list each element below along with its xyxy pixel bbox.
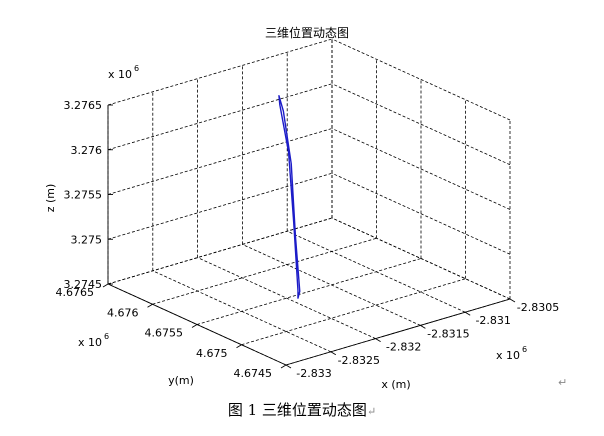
x-tick-label: -2.831 [475, 314, 510, 327]
y-tick-mark [102, 283, 109, 288]
chart-3d: 三维位置动态图 -2.833 -2.8325 -2.832 -2.8315 -2.831… [44, 25, 560, 391]
x-multiplier: x 10 [496, 349, 520, 362]
y-tick-label: 4.676 [107, 306, 139, 319]
x-tick-mark [330, 351, 337, 356]
x-tick-label: -2.8315 [427, 327, 469, 340]
x-tick-mark [375, 338, 381, 342]
y-tick-label: 4.6755 [145, 327, 184, 340]
y-tick-mark [236, 344, 242, 349]
data-series [278, 94, 301, 299]
grid-line-floor-y [241, 278, 466, 346]
grid-line-floor-x [197, 257, 376, 339]
z-tick-label: 3.2745 [64, 278, 103, 291]
y-tick-mark [191, 324, 198, 328]
grid-line-side-wall-z [107, 128, 333, 195]
grid-line-side-wall-z [107, 38, 333, 106]
x-axis-line [285, 298, 511, 366]
x-axis-label: x (m) [381, 378, 410, 391]
y-tick-label: 4.675 [196, 347, 228, 360]
series-line-0 [278, 94, 301, 299]
grid-line-side-wall-z [107, 172, 333, 240]
tick-labels: -2.833 -2.8325 -2.832 -2.8315 -2.831 -2.8305 4… [56, 99, 560, 380]
x-tick-mark [420, 325, 426, 329]
grid-line-back-wall-z [331, 128, 511, 210]
grid-line-floor-y [152, 237, 377, 305]
grid-lines [107, 38, 511, 366]
grid-line-floor-y [107, 217, 333, 285]
y-tick-mark [280, 364, 287, 369]
grid-line-back-wall-z [331, 83, 511, 166]
z-multiplier-exp: 6 [134, 64, 139, 73]
z-tick-label: 3.276 [71, 144, 103, 157]
grid-line-floor-x [331, 217, 511, 300]
z-axis-label: z (m) [44, 184, 57, 213]
x-tick-label: -2.832 [386, 341, 421, 354]
figure-caption: 图 1 三维位置动态图↵ [0, 399, 604, 420]
paragraph-mark: ↵ [558, 376, 568, 389]
grid-line-back-wall-z [331, 38, 511, 121]
x-multiplier-exp: 6 [522, 345, 527, 354]
y-axis-label: y(m) [168, 374, 194, 387]
y-tick-label: 4.6765 [56, 286, 95, 299]
grid-line-back-wall-z [331, 172, 511, 255]
z-tick-label: 3.275 [71, 233, 103, 246]
z-multiplier: x 10 [108, 68, 132, 81]
x-tick-label: -2.8325 [338, 354, 380, 367]
z-tick-label: 3.2765 [64, 99, 103, 112]
grid-line-side-wall-z [107, 83, 333, 151]
axes [102, 104, 516, 369]
x-tick-label: -2.833 [296, 367, 331, 380]
y-tick-label: 4.6745 [234, 367, 273, 380]
caption-return-mark: ↵ [366, 405, 377, 418]
x-tick-label: -2.8305 [517, 301, 559, 314]
chart-title: 三维位置动态图 [265, 25, 349, 40]
y-multiplier: x 10 [78, 336, 102, 349]
caption-text: 图 1 三维位置动态图 [227, 401, 367, 419]
x-tick-mark [509, 298, 516, 303]
grid-line-floor-y [196, 258, 422, 325]
y-multiplier-exp: 6 [104, 332, 109, 341]
y-tick-mark [147, 303, 153, 308]
z-tick-label: 3.2755 [64, 189, 103, 202]
x-tick-mark [464, 311, 471, 316]
x-tick-mark [285, 364, 292, 369]
